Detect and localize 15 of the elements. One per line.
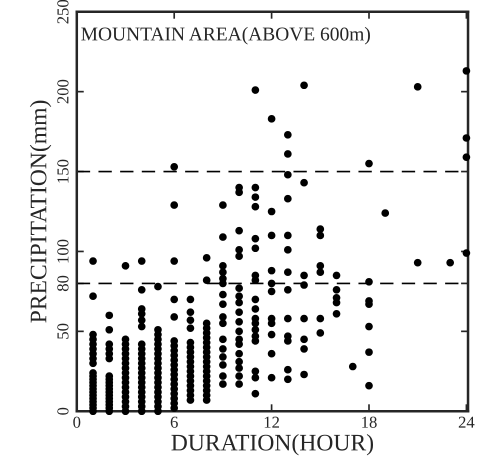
x-tick-label: 12 <box>264 416 280 428</box>
y-tick-label: 0 <box>57 408 69 415</box>
y-tick-label: 250 <box>57 0 69 24</box>
annotation: MOUNTAIN AREA(ABOVE 600m) <box>81 26 370 45</box>
x-tick-label: 0 <box>73 416 80 428</box>
x-tick-label: 18 <box>362 416 377 428</box>
x-axis-title: DURATION(HOUR) <box>171 434 374 456</box>
y-tick-label: 80 <box>57 276 69 292</box>
x-tick-label: 6 <box>170 416 178 428</box>
y-tick-label: 200 <box>57 80 69 104</box>
y-axis-title: PRECIPITATION(mm) <box>30 100 52 323</box>
y-tick-label: 150 <box>57 160 69 183</box>
y-tick-label: 50 <box>57 324 69 339</box>
x-tick-label: 24 <box>458 416 474 428</box>
y-tick-label: 100 <box>57 240 69 262</box>
